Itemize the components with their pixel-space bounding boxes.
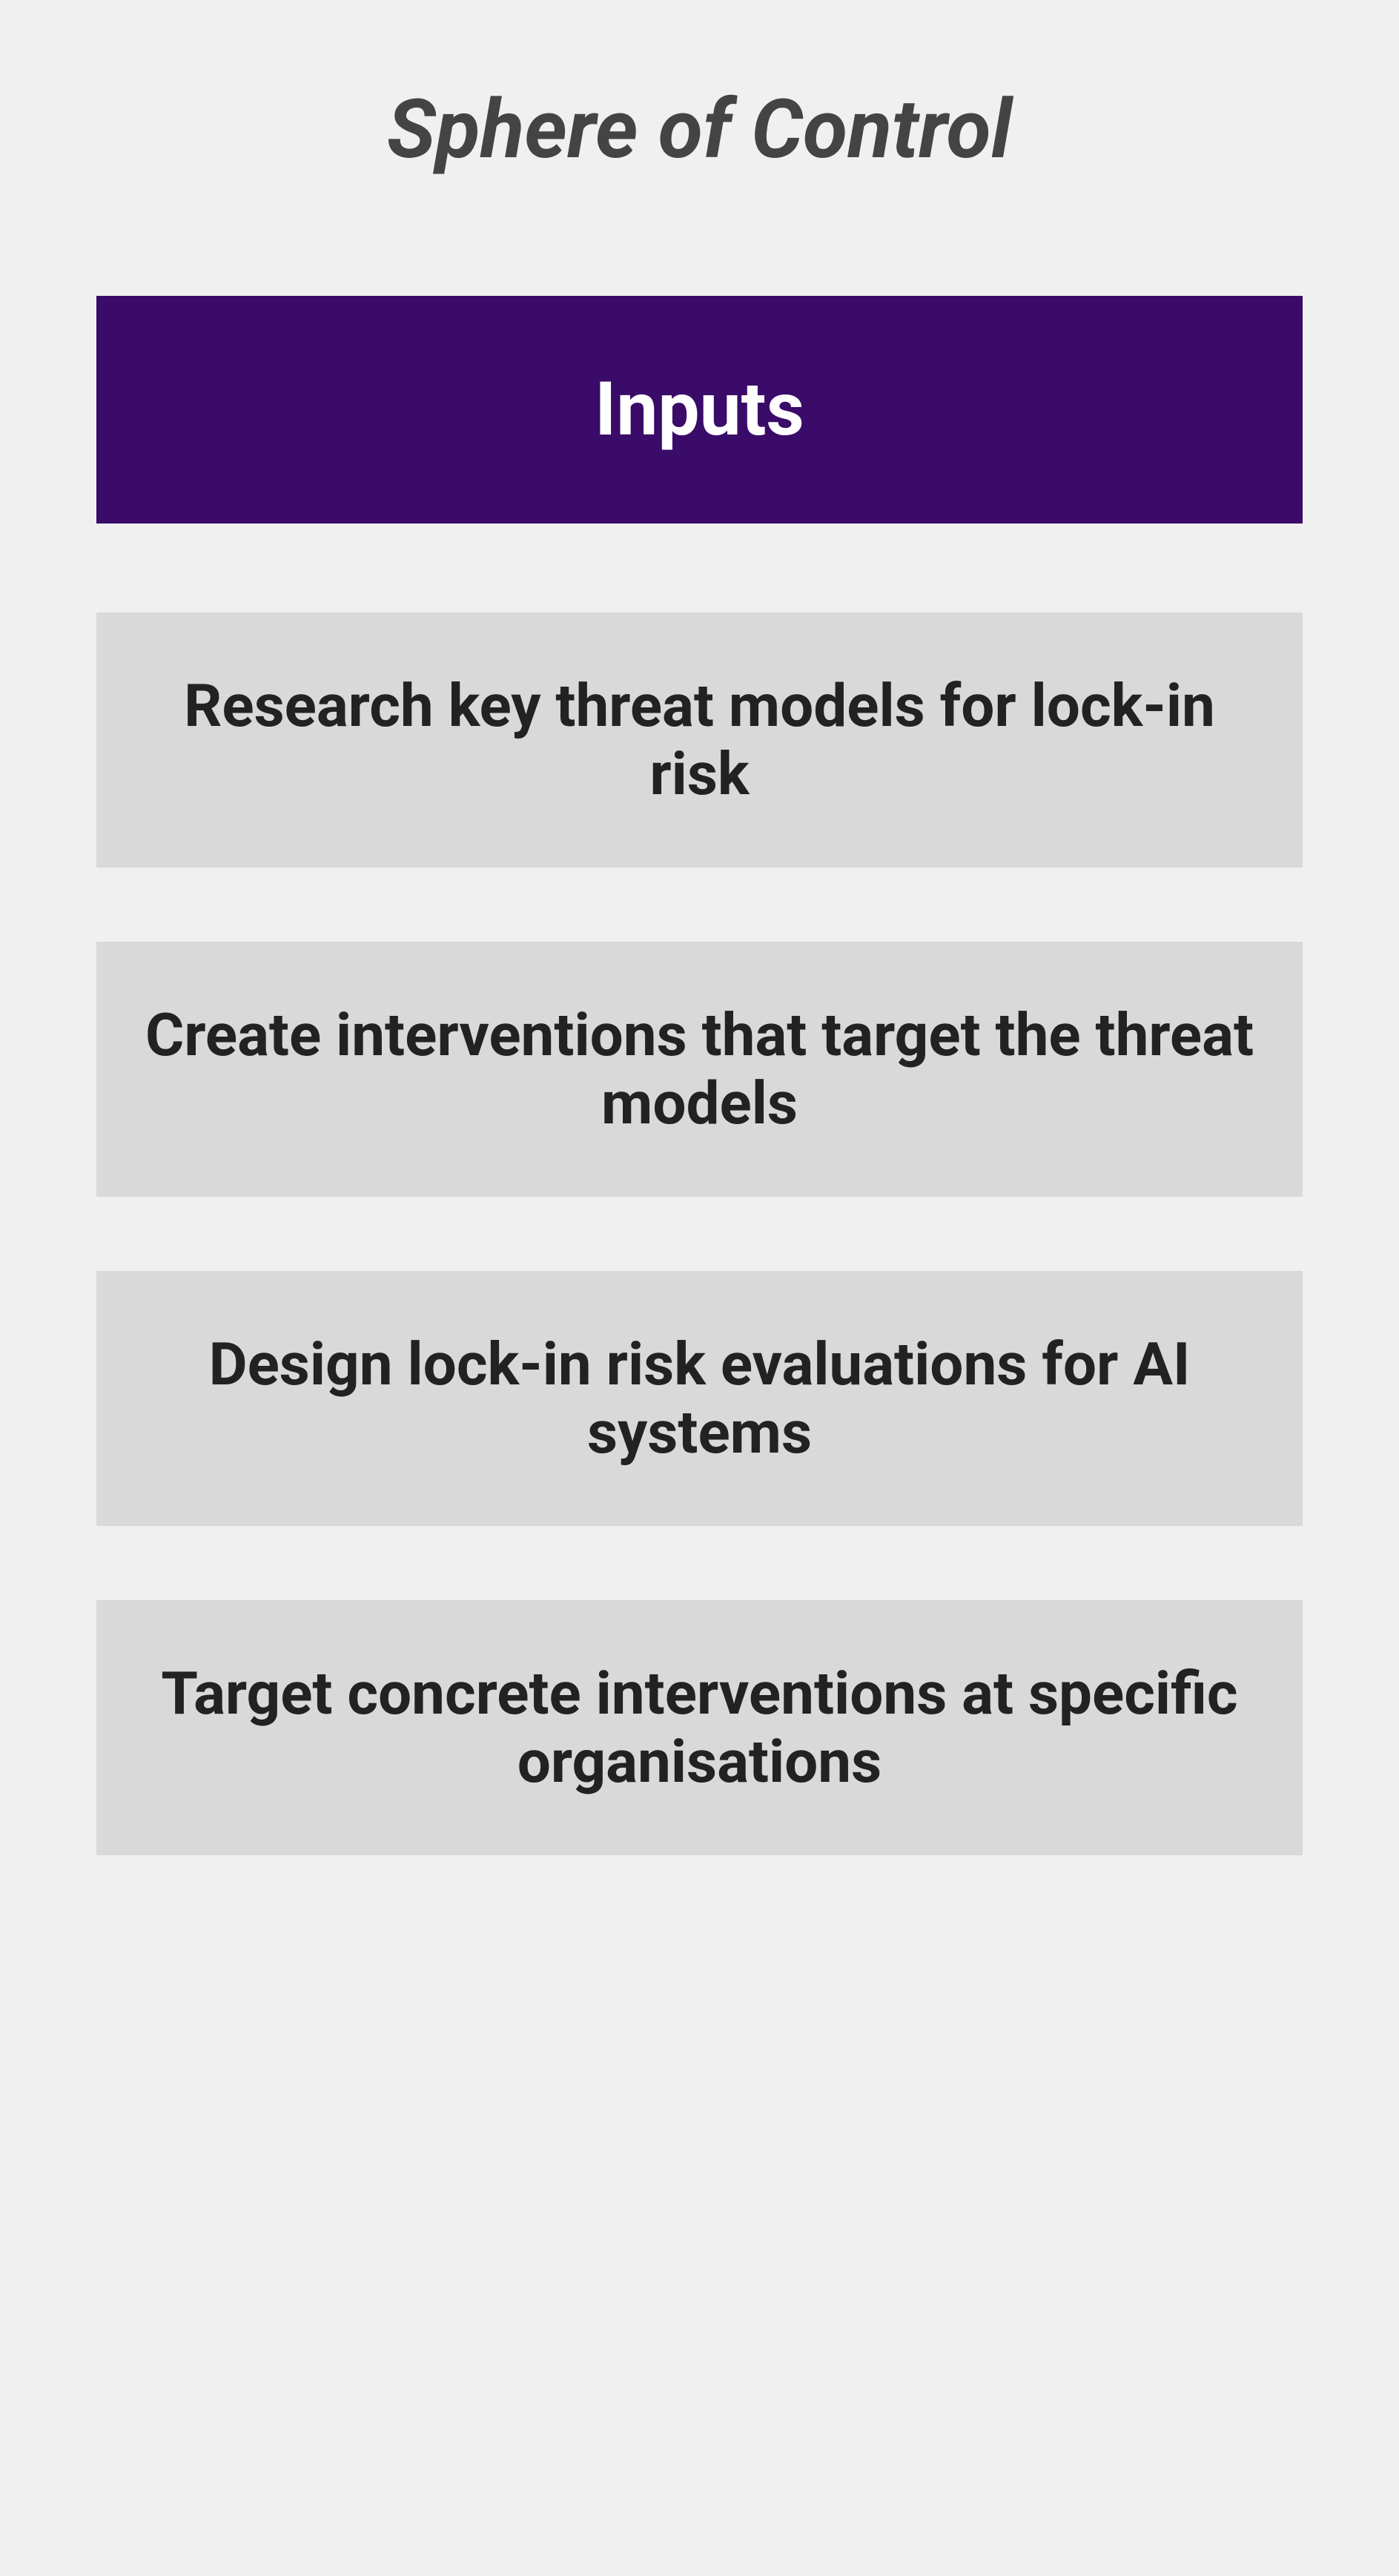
list-item: Create interventions that target the thr… [96,942,1303,1197]
inputs-header: Inputs [96,296,1303,524]
page-title: Sphere of Control [96,82,1303,177]
list-item: Target concrete interventions at specifi… [96,1600,1303,1855]
list-item: Design lock-in risk evaluations for AI s… [96,1271,1303,1526]
list-item: Research key threat models for lock-in r… [96,612,1303,868]
